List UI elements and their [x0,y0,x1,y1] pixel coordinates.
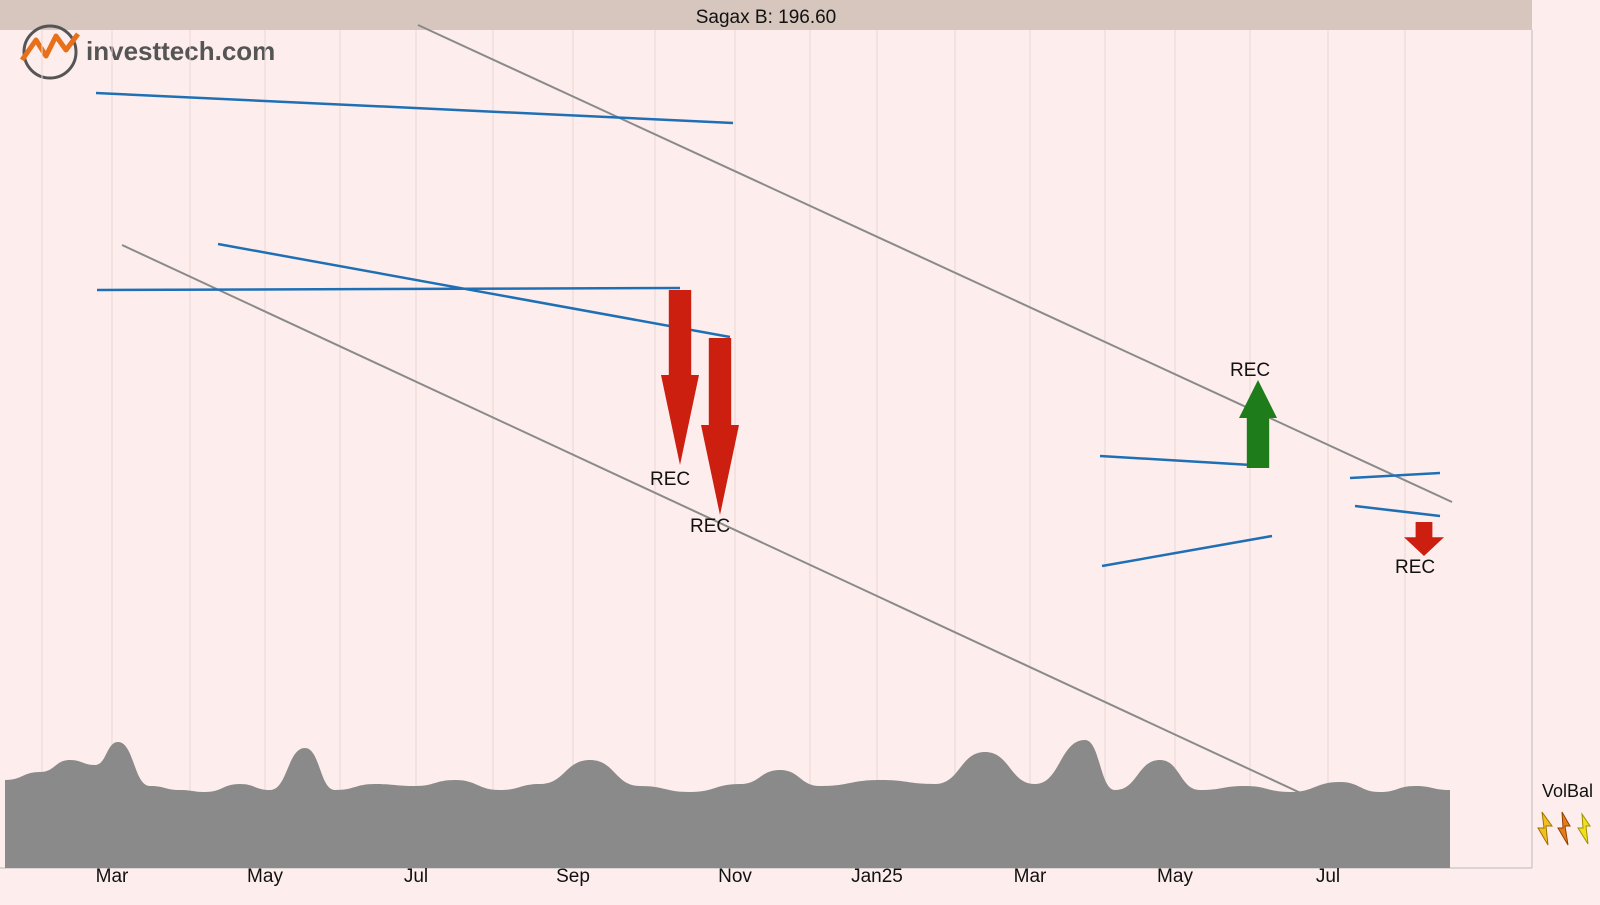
chart-title: Sagax B: 196.60 [696,7,837,28]
x-tick-label: Mar [96,866,129,887]
logo-icon [19,24,80,80]
x-tick-label: Nov [718,866,752,887]
trend-line [217,242,731,339]
channel-upper-line [417,24,1453,503]
investtech-logo: investtech.com [19,24,275,80]
sell-signal-arrow [1404,522,1444,556]
signal-label: REC [650,469,690,490]
signal-label: REC [1230,360,1270,381]
trend-line [1349,471,1441,480]
signal-label: REC [1395,557,1435,578]
trend-line [1354,504,1441,518]
x-tick-label: Jan25 [851,866,903,887]
trend-line [96,286,681,292]
signal-label: REC [690,516,730,537]
x-tick-label: Jul [1316,866,1340,887]
x-tick-label: May [1157,866,1193,887]
sell-signal-arrow [661,290,699,465]
axes: MarMayJulSepNovJan25MarMayJul17018020025… [96,866,1341,887]
x-tick-label: Mar [1014,866,1047,887]
header-bar [0,0,1532,30]
volbal-label: VolBal [1542,781,1593,801]
x-tick-label: May [247,866,283,887]
volume-area [5,740,1450,868]
buy-signal-arrow [1239,380,1277,468]
trend-lines [95,91,1441,568]
channel-lower-line [121,244,1306,796]
logo-text: investtech.com [86,36,275,66]
sell-signal-arrow [701,338,739,515]
x-tick-label: Sep [556,866,590,887]
x-tick-label: Jul [404,866,428,887]
trend-line [1101,534,1273,568]
volume-area-fill [5,740,1450,868]
trend-line [95,91,734,125]
signal-arrows: REC REC REC REC [650,290,1444,578]
volbal-arrows-icon [1537,811,1591,846]
trend-channel [121,24,1453,796]
trend-line [1099,454,1269,468]
